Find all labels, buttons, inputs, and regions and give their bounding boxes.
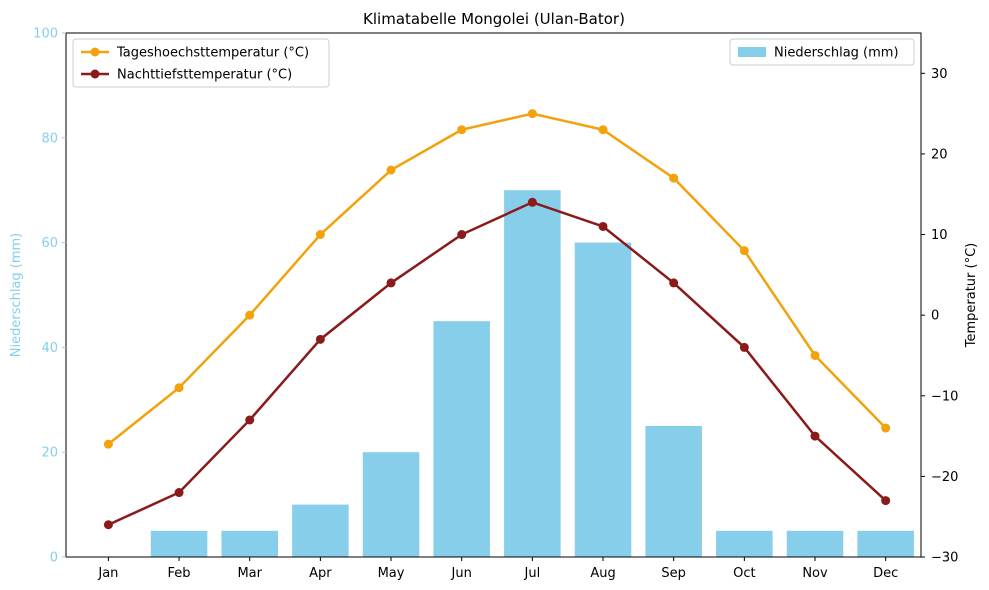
x-tick-label: Nov bbox=[802, 566, 828, 581]
legend-layer: Tageshoechsttemperatur (°C) Nachttiefstte… bbox=[72, 38, 915, 88]
precip-bar-sep bbox=[645, 426, 702, 557]
bars-layer bbox=[150, 190, 914, 557]
right-axis-label: Temperatur (°C) bbox=[964, 243, 979, 349]
legend-bar-swatch bbox=[738, 47, 766, 57]
precip-bar-dec bbox=[857, 530, 914, 557]
min-temp-point-apr bbox=[315, 334, 325, 344]
left-tick-label: 0 bbox=[50, 551, 58, 566]
left-axis-label: Niederschlag (mm) bbox=[9, 233, 24, 358]
left-tick-label: 20 bbox=[41, 446, 58, 461]
max-temp-point-feb bbox=[174, 383, 184, 393]
x-tick-label: Jun bbox=[451, 566, 472, 581]
precip-bar-feb bbox=[150, 530, 208, 557]
x-tick-label: May bbox=[378, 566, 405, 581]
min-temp-line bbox=[107, 200, 887, 526]
min-temp-point-oct bbox=[739, 342, 749, 352]
max-temp-point-sep bbox=[669, 173, 679, 183]
min-temp-point-aug bbox=[598, 221, 608, 231]
x-tick-label: Mar bbox=[237, 566, 262, 581]
max-temp-point-mar bbox=[245, 310, 255, 320]
precip-bar-jun bbox=[433, 321, 490, 557]
right-tick-label: −30 bbox=[931, 551, 958, 566]
x-tick-label: Feb bbox=[168, 566, 191, 581]
min-temp-point-mar bbox=[245, 415, 255, 425]
x-tick-label: Jul bbox=[524, 566, 541, 581]
precip-bar-nov bbox=[786, 530, 844, 557]
x-tick-label: Jan bbox=[97, 566, 118, 581]
precip-bar-apr bbox=[292, 504, 349, 557]
min-temp-point-jun bbox=[457, 230, 467, 240]
max-temp-point-oct bbox=[739, 246, 749, 256]
max-temp-line bbox=[107, 112, 887, 446]
max-temp-point-apr bbox=[315, 230, 325, 240]
legend-label: Nachttiefsttemperatur (°C) bbox=[117, 68, 292, 83]
min-temp-point-nov bbox=[810, 431, 820, 441]
legend-marker bbox=[90, 69, 100, 79]
precip-bar-oct bbox=[716, 530, 773, 557]
left-tick-label: 60 bbox=[41, 236, 58, 251]
precip-bar-jul bbox=[504, 190, 561, 557]
x-tick-label: Aug bbox=[590, 566, 615, 581]
min-temp-point-sep bbox=[669, 278, 679, 288]
legend-label: Niederschlag (mm) bbox=[774, 46, 899, 61]
x-tick-label: Sep bbox=[661, 566, 686, 581]
axes-layer: Jan Feb Mar Apr May Jun Jul Aug Sep Oct Nov Dec 0 20 4… bbox=[9, 27, 979, 582]
min-temp-point-may bbox=[386, 278, 396, 288]
min-temp-point-jul bbox=[527, 197, 537, 207]
min-temp-point-feb bbox=[174, 488, 184, 498]
x-tick-label: Dec bbox=[873, 566, 898, 581]
right-tick-label: 10 bbox=[931, 228, 948, 243]
precip-bar-aug bbox=[574, 242, 632, 557]
min-temp-point-dec bbox=[881, 496, 891, 506]
precip-bar-mar bbox=[221, 530, 278, 557]
left-tick-label: 100 bbox=[33, 27, 58, 42]
plot-frame bbox=[65, 32, 922, 558]
left-tick-label: 80 bbox=[41, 131, 58, 146]
lines-layer bbox=[103, 109, 891, 530]
chart-title: Klimatabelle Mongolei (Ulan-Bator) bbox=[363, 10, 625, 28]
max-temp-point-nov bbox=[810, 350, 820, 360]
precip-bar-may bbox=[362, 452, 420, 557]
right-tick-label: 30 bbox=[931, 67, 948, 82]
line-legend bbox=[72, 38, 330, 88]
x-tick-label: Oct bbox=[733, 566, 755, 581]
x-tick-label: Apr bbox=[309, 566, 332, 581]
left-tick-label: 40 bbox=[41, 341, 58, 356]
right-tick-label: −10 bbox=[931, 389, 958, 404]
max-temp-point-jul bbox=[527, 109, 537, 119]
min-temp-point-jan bbox=[103, 520, 113, 530]
max-temp-point-dec bbox=[881, 423, 891, 433]
max-temp-point-jun bbox=[457, 125, 467, 135]
right-tick-label: −20 bbox=[931, 470, 958, 485]
right-tick-label: 0 bbox=[931, 309, 939, 324]
max-temp-point-aug bbox=[598, 125, 608, 135]
max-temp-point-may bbox=[386, 165, 396, 175]
bar-legend bbox=[729, 38, 915, 66]
legend-label: Tageshoechsttemperatur (°C) bbox=[116, 46, 309, 61]
right-tick-label: 20 bbox=[931, 147, 948, 162]
max-temp-point-jan bbox=[103, 439, 113, 449]
legend-marker bbox=[90, 47, 100, 57]
